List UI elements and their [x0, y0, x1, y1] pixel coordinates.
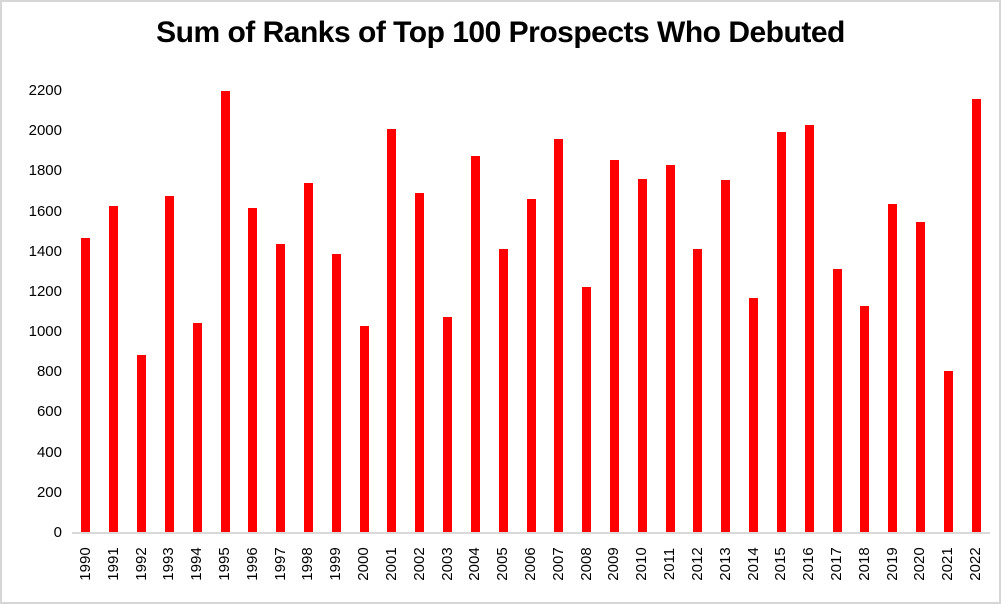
bar-2011 — [665, 165, 675, 533]
y-tick-label: 600 — [36, 403, 62, 421]
x-tick-label: 2017 — [828, 547, 845, 581]
bar-2003 — [443, 317, 453, 533]
bar-1990 — [81, 237, 91, 533]
bar-1996 — [248, 207, 258, 533]
x-tick-label: 2019 — [883, 547, 901, 581]
bar-2019 — [888, 203, 898, 533]
bar-1999 — [331, 253, 341, 533]
x-tick-label: 2022 — [967, 547, 985, 581]
x-tick-label: 1996 — [243, 547, 261, 581]
bar-2006 — [526, 199, 536, 533]
x-tick-label: 2001 — [382, 547, 400, 581]
y-tick-label: 1400 — [28, 242, 62, 260]
bar-2021 — [943, 371, 953, 533]
x-tick-label: 1993 — [160, 547, 178, 581]
bar-2009 — [609, 160, 619, 533]
bar-1992 — [137, 355, 147, 533]
y-tick-label: 1600 — [28, 202, 62, 220]
bar-1998 — [303, 183, 313, 533]
bar-2022 — [971, 99, 981, 533]
x-tick-label: 2016 — [800, 547, 818, 581]
y-tick-label: 200 — [36, 483, 62, 501]
bar-2005 — [498, 248, 508, 533]
x-tick-label: 2015 — [772, 547, 790, 581]
x-tick-label: 2014 — [744, 547, 762, 581]
x-tick-label: 1990 — [76, 547, 94, 581]
bar-2014 — [749, 297, 759, 533]
x-tick-label: 2012 — [688, 547, 706, 581]
bar-2008 — [582, 286, 592, 533]
x-tick-label: 2020 — [911, 547, 929, 581]
x-tick-label: 1997 — [271, 547, 289, 581]
bar-2002 — [415, 193, 425, 533]
x-tick-label: 2009 — [605, 547, 623, 581]
x-tick-label: 1992 — [132, 547, 150, 581]
x-tick-label: 2002 — [410, 547, 428, 581]
x-tick-label: 2004 — [466, 547, 484, 581]
bar-1993 — [164, 196, 174, 533]
bar-1997 — [276, 243, 286, 533]
bar-2010 — [637, 179, 647, 533]
x-tick-label: 2011 — [661, 547, 679, 581]
chart-title: Sum of Ranks of Top 100 Prospects Who De… — [156, 16, 845, 49]
bar-2016 — [804, 125, 814, 533]
x-tick-label: 1991 — [104, 547, 122, 581]
y-tick-label: 800 — [36, 363, 62, 381]
y-tick-label: 1200 — [28, 282, 62, 300]
x-tick-label: 2000 — [355, 547, 373, 581]
x-tick-label: 1999 — [327, 547, 345, 581]
y-tick-label: 2200 — [28, 82, 62, 99]
x-tick-label: 2008 — [577, 547, 595, 581]
bar-1995 — [220, 91, 230, 533]
x-tick-label: 2005 — [494, 547, 512, 581]
x-tick-label: 1998 — [299, 547, 317, 581]
bar-2013 — [721, 180, 731, 533]
bar-2020 — [915, 221, 925, 533]
bar-2015 — [776, 132, 786, 533]
bar-1991 — [109, 205, 119, 533]
y-tick-label: 0 — [53, 524, 62, 541]
bar-2012 — [693, 248, 703, 533]
y-tick-label: 2000 — [28, 122, 62, 140]
bar-1994 — [192, 323, 202, 533]
bar-2001 — [387, 129, 397, 533]
x-tick-label: 2006 — [522, 547, 539, 581]
bar-2018 — [860, 305, 870, 533]
x-tick-label: 2003 — [438, 547, 456, 581]
y-tick-label: 1800 — [28, 162, 62, 180]
bar-2007 — [554, 139, 564, 533]
bar-2000 — [359, 326, 369, 533]
x-tick-label: 2007 — [549, 547, 567, 581]
x-tick-label: 2021 — [939, 547, 957, 581]
x-tick-label: 1995 — [216, 547, 233, 581]
x-tick-label: 2018 — [855, 547, 873, 581]
x-tick-label: 2013 — [716, 547, 734, 581]
x-tick-label: 2010 — [633, 547, 651, 581]
bar-2017 — [832, 268, 842, 533]
y-tick-label: 1000 — [28, 323, 62, 341]
x-axis-line — [72, 532, 990, 534]
y-tick-label: 400 — [36, 443, 62, 461]
bar-2004 — [470, 156, 480, 533]
x-tick-label: 1994 — [188, 547, 206, 581]
